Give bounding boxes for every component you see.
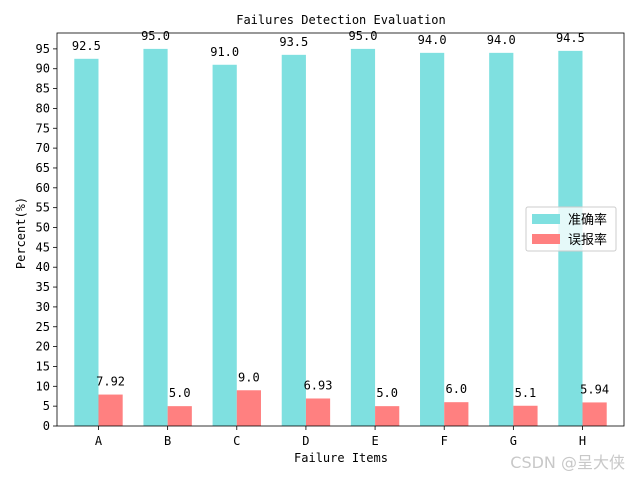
bar-accuracy-G	[489, 52, 514, 427]
bar-accuracy-B	[143, 48, 168, 427]
x-axis-label: Failure Items	[294, 451, 388, 465]
y-tick-label: 50	[36, 221, 50, 235]
data-label: 6.93	[304, 378, 333, 392]
chart-title: Failures Detection Evaluation	[236, 13, 446, 27]
data-label: 94.0	[487, 33, 516, 47]
y-tick-label: 10	[36, 379, 50, 393]
data-label: 92.5	[72, 39, 101, 53]
y-tick-label: 0	[43, 419, 50, 433]
legend-swatch	[532, 214, 560, 224]
y-tick-label: 15	[36, 359, 50, 373]
bar-accuracy-E	[350, 48, 376, 427]
bar-false-alarm-E	[375, 406, 400, 426]
x-tick-label: F	[441, 434, 448, 448]
y-tick-label: 55	[36, 201, 50, 215]
data-label: 94.5	[556, 31, 585, 45]
data-label: 6.0	[445, 382, 467, 396]
plot-area: 92.5 95.0 91.0 93.5 95.0 94.0 94.0 94.5 7.92 5.0 9…	[36, 29, 625, 448]
y-tick-label: 35	[36, 280, 50, 294]
data-label: 93.5	[279, 35, 308, 49]
bar-false-alarm-C	[236, 390, 261, 426]
y-tick-label: 75	[36, 121, 50, 135]
legend-label: 准确率	[568, 212, 607, 228]
legend-label: 误报率	[568, 232, 607, 248]
y-tick-label: 60	[36, 181, 50, 195]
y-tick-label: 40	[36, 260, 50, 274]
x-tick-label: D	[302, 434, 309, 448]
data-label: 7.92	[96, 375, 125, 389]
data-label: 91.0	[210, 45, 239, 59]
bar-false-alarm-A	[98, 394, 123, 426]
y-tick-label: 85	[36, 82, 50, 96]
x-tick-label: C	[233, 434, 240, 448]
data-label: 95.0	[141, 29, 170, 43]
bar-accuracy-C	[212, 64, 237, 427]
bar-accuracy-A	[74, 58, 99, 426]
y-tick-label: 30	[36, 300, 50, 314]
bar-false-alarm-B	[167, 406, 192, 426]
bar-accuracy-F	[420, 52, 445, 427]
data-label: 9.0	[238, 370, 260, 384]
y-tick-label: 65	[36, 161, 50, 175]
axes-frame	[56, 32, 625, 427]
data-label: 94.0	[418, 33, 447, 47]
x-tick-label: E	[371, 434, 378, 448]
watermark-text: CSDN @呈大侠	[510, 453, 625, 472]
y-tick-label: 20	[36, 340, 50, 354]
data-label: 95.0	[349, 29, 378, 43]
legend-swatch	[532, 234, 560, 244]
data-label: 5.94	[580, 382, 609, 396]
y-tick-label: 70	[36, 141, 50, 155]
y-tick-label: 5	[43, 399, 50, 413]
y-tick-label: 25	[36, 320, 50, 334]
y-tick-label: 80	[36, 101, 50, 115]
data-label: 5.0	[376, 386, 398, 400]
y-tick-label: 95	[36, 42, 50, 56]
bar-accuracy-D	[281, 54, 306, 426]
bar-false-alarm-D	[305, 398, 331, 426]
x-tick-label: B	[164, 434, 171, 448]
data-label: 5.0	[169, 386, 191, 400]
y-axis-label: Percent(%)	[14, 197, 28, 269]
x-tick-label: A	[95, 434, 103, 448]
y-tick-label: 90	[36, 62, 50, 76]
x-tick-label: G	[510, 434, 517, 448]
y-tick-label: 45	[36, 240, 50, 254]
bar-false-alarm-G	[513, 405, 538, 426]
bar-false-alarm-F	[444, 402, 469, 426]
data-label: 5.1	[515, 386, 537, 400]
bar-false-alarm-H	[582, 402, 607, 426]
x-tick-label: H	[579, 434, 586, 448]
